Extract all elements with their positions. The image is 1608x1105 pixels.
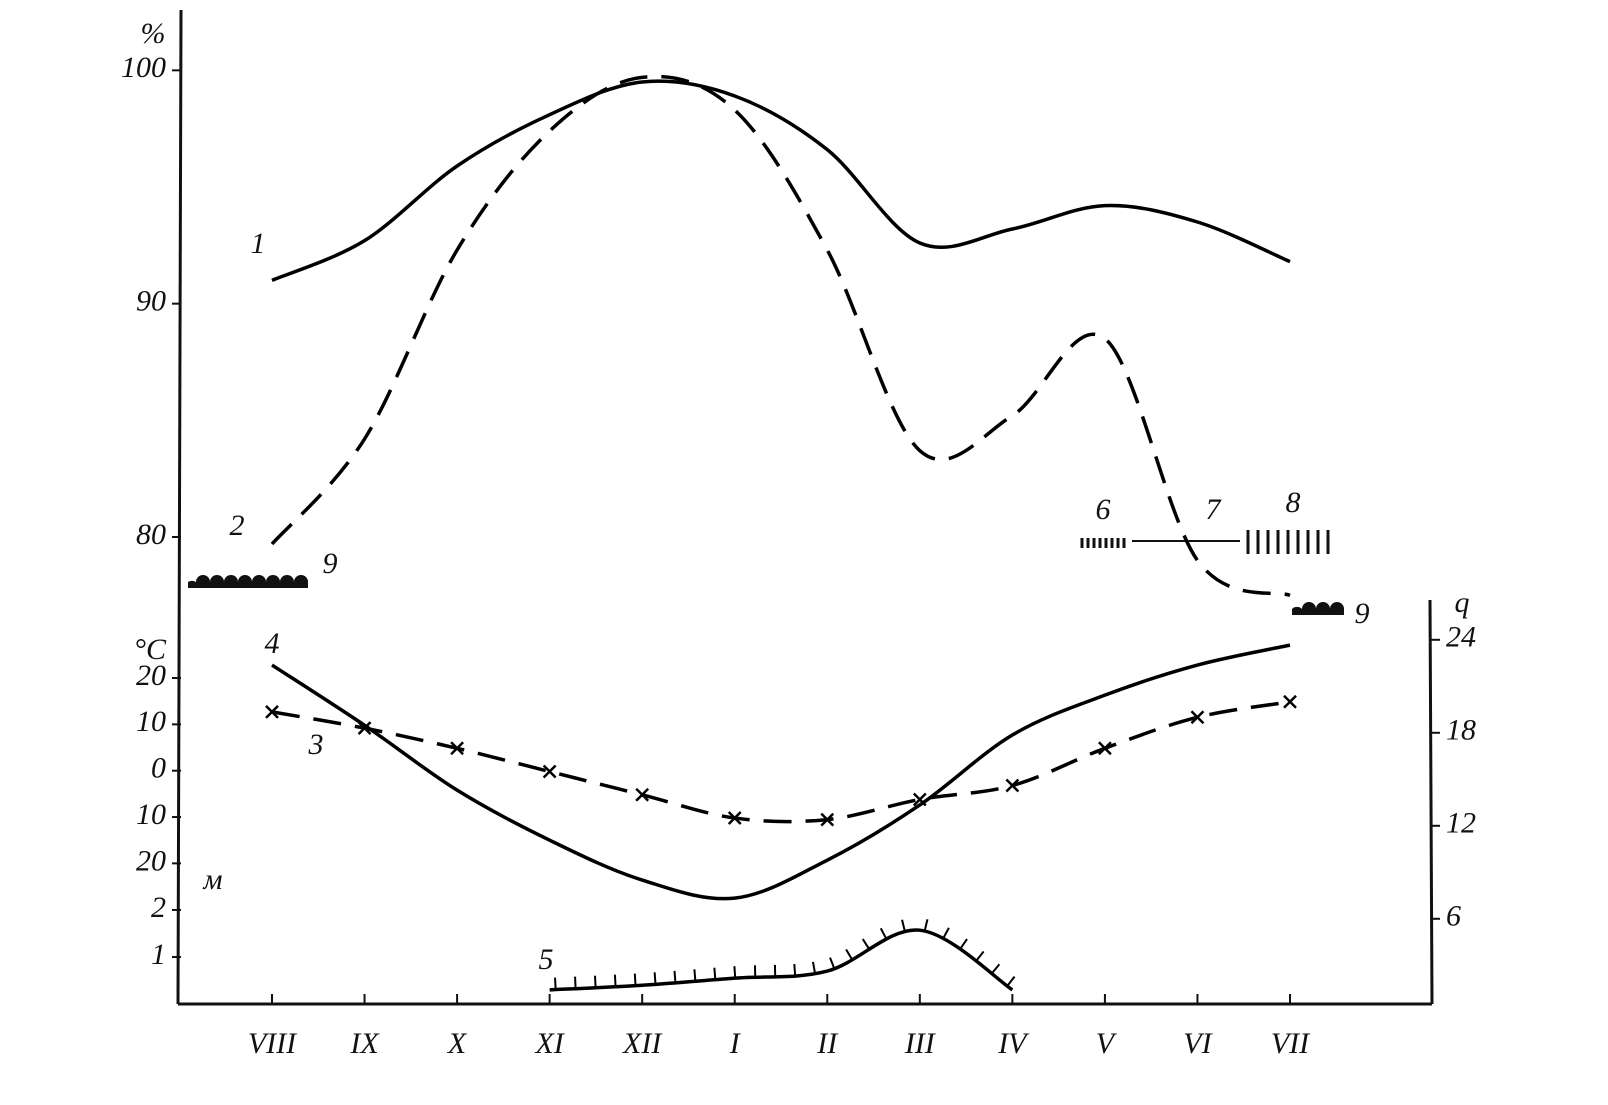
hatch — [733, 966, 737, 979]
x-tick-label: VII — [1271, 1027, 1311, 1060]
hatch — [923, 919, 929, 932]
symbol-8 — [1246, 530, 1330, 554]
series-line — [271, 643, 1291, 901]
hatch — [845, 948, 854, 961]
x-marker — [1005, 778, 1020, 793]
series-line — [271, 700, 1291, 824]
hatch — [673, 970, 677, 983]
annotation: 6 — [1096, 493, 1111, 526]
x-tick-label: VI — [1183, 1027, 1213, 1060]
y2-axis-label: q — [1455, 586, 1470, 619]
series-label: 2 — [230, 509, 245, 542]
hatch — [1006, 976, 1016, 987]
x-marker — [1283, 694, 1297, 709]
hatch — [554, 977, 557, 990]
x-marker — [727, 811, 742, 825]
x-tick-label: V — [1096, 1027, 1118, 1060]
hatch — [861, 938, 871, 950]
y-tick-label: 1 — [151, 938, 166, 971]
series-line — [549, 928, 1014, 992]
hatch — [693, 969, 697, 982]
x-tick-label: XI — [534, 1027, 565, 1060]
x-tick-label: VIII — [248, 1027, 298, 1060]
series-label: 1 — [251, 227, 266, 260]
y-axis-label: % — [141, 17, 166, 50]
y-tick-label: 2 — [151, 891, 166, 924]
x-tick-label: IX — [349, 1027, 380, 1060]
x-marker — [912, 792, 927, 807]
series-label: 3 — [308, 728, 324, 761]
y-tick-label: 0 — [151, 752, 166, 785]
x-marker — [357, 721, 372, 736]
y-axis-label: м — [202, 863, 222, 896]
right-axis — [1428, 599, 1434, 1005]
hatch — [901, 919, 906, 932]
annotation: 7 — [1206, 493, 1223, 526]
y-tick-label: 20 — [136, 844, 166, 877]
y-tick-label: 90 — [136, 285, 166, 318]
symbol-9 — [1292, 602, 1344, 615]
series-line — [271, 79, 1291, 282]
hatch — [793, 963, 797, 977]
x-tick-label: X — [447, 1027, 468, 1060]
x-marker — [265, 704, 279, 719]
symbol-6 — [1080, 538, 1126, 548]
hatch — [879, 927, 888, 940]
x-tick-label: I — [729, 1027, 742, 1060]
hatch — [574, 976, 577, 989]
y2-tick-label: 24 — [1446, 621, 1476, 654]
hatch — [633, 973, 637, 986]
y2-tick-label: 12 — [1446, 807, 1476, 840]
hatch — [990, 963, 1001, 975]
x-marker — [635, 787, 650, 802]
series-line — [270, 74, 1291, 598]
hatch — [829, 957, 836, 970]
axes — [176, 9, 1434, 1006]
x-tick-label: II — [816, 1027, 839, 1060]
x-tick-label: IV — [997, 1027, 1030, 1060]
x-marker — [450, 741, 464, 756]
hatch — [593, 975, 597, 988]
y-axis-label: °C — [134, 633, 167, 666]
hatch — [975, 950, 985, 962]
hatch — [811, 961, 817, 974]
hatch — [613, 974, 617, 987]
series-label: 5 — [539, 943, 554, 976]
y-tick-label: 20 — [136, 659, 166, 692]
legend-symbols — [188, 530, 1344, 615]
y2-tick-label: 18 — [1446, 714, 1476, 747]
x-tick-label: XII — [622, 1027, 663, 1060]
x-marker — [542, 764, 557, 779]
y2-tick-label: 6 — [1446, 900, 1461, 933]
hatch — [653, 972, 657, 985]
y-tick-label: 10 — [136, 798, 166, 831]
hatch — [959, 938, 968, 950]
y-tick-label: 80 — [136, 518, 166, 551]
x-tick-label: III — [904, 1027, 937, 1060]
annotation: 8 — [1286, 486, 1301, 519]
x-marker — [1098, 741, 1112, 756]
y-tick-label: 10 — [136, 705, 166, 738]
hatch — [713, 967, 717, 980]
hatch — [942, 927, 950, 939]
left-axis — [176, 9, 183, 1005]
x-marker — [820, 812, 835, 827]
x-marker — [1190, 710, 1205, 725]
annotation: 9 — [1355, 597, 1370, 630]
y-tick-label: 100 — [121, 51, 166, 84]
symbol-9 — [188, 575, 308, 588]
annotation: 9 — [323, 547, 338, 580]
series-label: 4 — [265, 627, 280, 660]
